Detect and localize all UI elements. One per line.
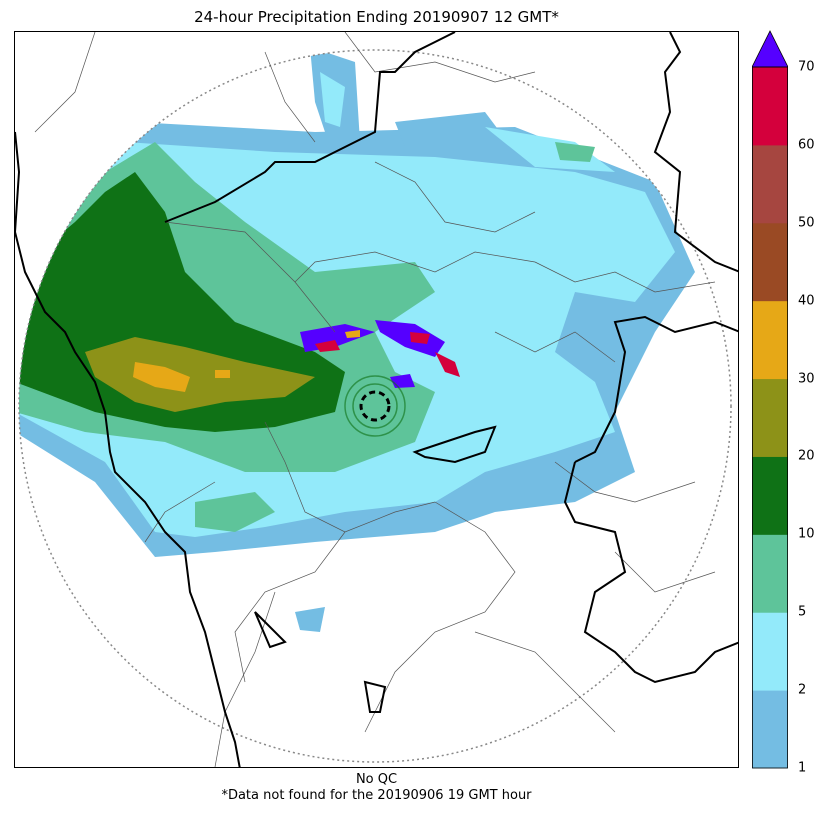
colorbar: [751, 30, 789, 770]
state-boundaries: [15, 32, 738, 767]
colorbar-tick-label: 2: [798, 682, 807, 698]
colorbar-segment-20-30: [752, 378, 788, 457]
colorbar-frame: [752, 66, 788, 769]
colorbar-tick-label: 40: [798, 293, 815, 309]
colorbar-tick-label: 30: [798, 371, 815, 387]
colorbar-segment-50-60: [752, 144, 788, 224]
colorbar-tick-label: 50: [798, 215, 815, 231]
colorbar-segment-5-10: [752, 534, 788, 613]
colorbar-segment-40-50: [752, 222, 788, 302]
colorbar-tick-label: 10: [798, 526, 815, 542]
precipitation-map: [14, 31, 739, 768]
radar-coverage-ring: [18, 49, 732, 763]
colorbar-tick-label: 5: [798, 604, 807, 620]
colorbar-tick-label: 70: [798, 59, 815, 75]
colorbar-segment-10-20: [752, 456, 788, 535]
radar-clutter: [344, 375, 406, 437]
precip-20-30: [85, 337, 315, 412]
colorbar-segment-1-2: [752, 690, 788, 769]
radar-site-marker: [359, 390, 391, 422]
colorbar-segment-2-5: [752, 612, 788, 691]
colorbar-segment-30-40: [752, 300, 788, 380]
district-boundaries: [34, 32, 716, 767]
map-title: 24-hour Precipitation Ending 20190907 12…: [194, 8, 559, 26]
colorbar-tick-label: 1: [798, 760, 807, 776]
colorbar-tick-label: 60: [798, 137, 815, 153]
precip-30-40: [133, 362, 230, 392]
colorbar-extend-arrow: [751, 30, 789, 68]
data-missing-note: *Data not found for the 20190906 19 GMT …: [221, 788, 532, 803]
colorbar-segment-60-70: [752, 67, 788, 146]
colorbar-tick-label: 20: [798, 448, 815, 464]
precipitation-layer: [19, 50, 695, 632]
qc-status: No QC: [355, 772, 398, 787]
